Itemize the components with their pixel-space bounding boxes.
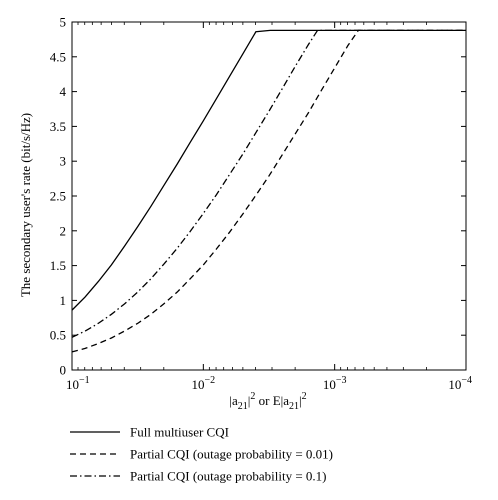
- legend-label-3: Partial CQI (outage probability = 0.1): [130, 469, 327, 484]
- x-tick-label: 10−4: [448, 375, 472, 392]
- x-axis-title: |a21|2 or E|a21|2: [229, 391, 306, 412]
- y-tick-label: 3: [60, 154, 67, 169]
- series-line-3: [71, 29, 466, 338]
- tick-labels: 0 0.5 1 1.5 2 2.5 3 3.5 4 4.5 5 10−1 10−2 10−3 10−4: [50, 15, 472, 393]
- axis-ticks: [71, 21, 467, 371]
- legend-label-2: Partial CQI (outage probability = 0.01): [130, 447, 333, 462]
- y-tick-label: 5: [60, 15, 67, 30]
- legend-label-1: Full multiuser CQI: [130, 425, 229, 440]
- x-tick-label: 10−2: [192, 375, 216, 392]
- y-axis-title: The secondary user's rate (bit/s/Hz): [18, 113, 33, 297]
- y-tick-label: 1.5: [50, 258, 66, 273]
- y-tick-label: 1: [60, 293, 67, 308]
- y-tick-label: 4: [60, 84, 67, 99]
- series-line-1: [71, 29, 466, 311]
- x-tick-label: 10−1: [66, 375, 90, 392]
- y-tick-label: 2.5: [50, 189, 66, 204]
- plot-frame: [71, 21, 467, 371]
- legend: Full multiuser CQI Partial CQI (outage pr…: [70, 425, 333, 484]
- y-tick-label: 4.5: [50, 49, 66, 64]
- series-line-2: [71, 29, 466, 353]
- series-lines: [71, 29, 466, 353]
- x-tick-label: 10−3: [323, 375, 347, 392]
- y-tick-label: 3.5: [50, 119, 66, 134]
- y-tick-label: 0: [60, 363, 67, 378]
- y-tick-label: 2: [60, 223, 67, 238]
- y-tick-label: 0.5: [50, 328, 66, 343]
